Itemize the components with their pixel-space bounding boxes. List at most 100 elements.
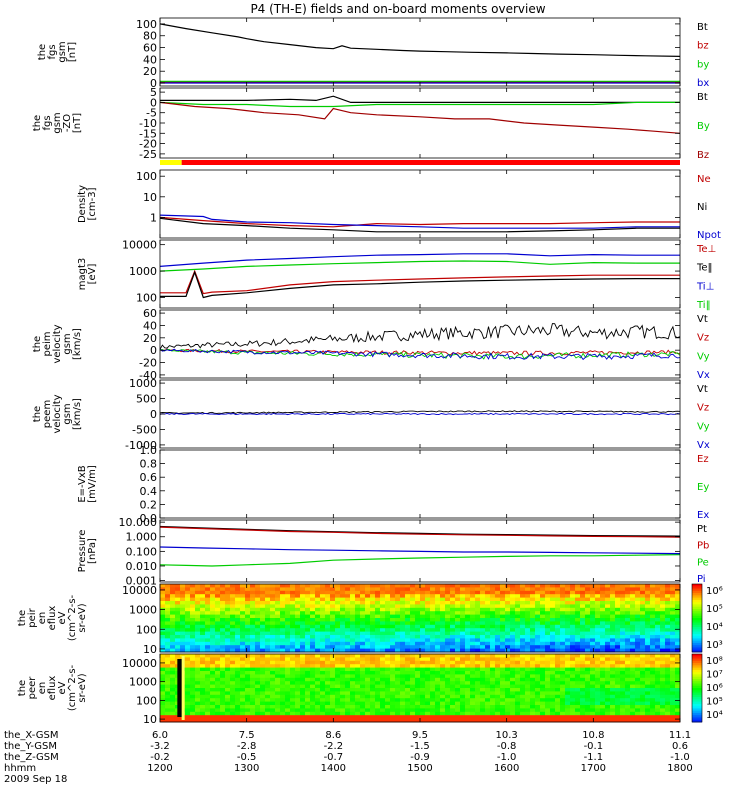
spectrogram-cell <box>485 667 491 672</box>
spectrogram-cell <box>505 624 511 629</box>
spectrogram-cell <box>545 604 551 609</box>
y-tick-label: 20 <box>143 65 157 78</box>
spectrogram-cell <box>635 691 641 696</box>
spectrogram-cell <box>500 638 506 643</box>
spectrogram-cell <box>335 708 341 713</box>
spectrogram-cell <box>185 694 191 699</box>
spectrogram-cell <box>350 604 356 609</box>
spectrogram-cell <box>320 631 326 636</box>
spectrogram-cell <box>210 677 216 682</box>
colorbar-step <box>692 683 702 687</box>
spectrogram-cell <box>260 698 266 702</box>
spectrogram-cell <box>390 635 396 639</box>
spectrogram-cell <box>585 701 591 706</box>
spectrogram-cell <box>660 587 666 592</box>
spectrogram-cell <box>545 718 551 723</box>
spectrogram-cell <box>495 667 501 672</box>
spectrogram-cell <box>200 698 206 702</box>
spectrogram-cell <box>290 607 296 612</box>
spectrogram-cell <box>445 618 451 622</box>
colorbar-label: 10⁵ <box>706 697 723 708</box>
spectrogram-cell <box>380 584 386 588</box>
spectrogram-cell <box>650 691 656 696</box>
spectrogram-cell <box>610 624 616 629</box>
spectrogram-cell <box>515 694 521 699</box>
spectrogram-cell <box>515 604 521 609</box>
spectrogram-cell <box>285 601 291 605</box>
spectrogram-cell <box>485 718 491 723</box>
spectrogram-cell <box>445 648 451 653</box>
spectrogram-cell <box>345 657 351 662</box>
spectrogram-cell <box>455 635 461 639</box>
spectrogram-cell <box>185 705 191 709</box>
spectrogram-cell <box>635 671 641 675</box>
spectrogram-cell <box>565 638 571 643</box>
spectrogram-cell <box>460 631 466 636</box>
spectrogram-cell <box>335 584 341 588</box>
spectrogram-cell <box>220 715 226 719</box>
spectrogram-cell <box>575 701 581 706</box>
spectrogram-cell <box>455 715 461 719</box>
spectrogram-cell <box>160 641 166 646</box>
spectrogram-cell <box>630 645 636 649</box>
spectrogram-cell <box>605 631 611 636</box>
spectrogram-cell <box>670 638 676 643</box>
spectrogram-cell <box>645 708 651 713</box>
spectrogram-cell <box>185 638 191 643</box>
spectrogram-cell <box>530 674 536 679</box>
spectrogram-cell <box>395 590 401 595</box>
spectrogram-cell <box>595 708 601 713</box>
spectrogram-cell <box>600 674 606 679</box>
spectrogram-cell <box>380 684 386 689</box>
spectrogram-cell <box>210 604 216 609</box>
spectrogram-cell <box>460 638 466 643</box>
spectrogram-cell <box>175 614 181 619</box>
spectrogram-cell <box>285 664 291 668</box>
spectrogram-cell <box>345 628 351 632</box>
spectrogram-cell <box>245 638 251 643</box>
spectrogram-cell <box>390 677 396 682</box>
series-Vt <box>159 410 681 414</box>
spectrogram-cell <box>525 590 531 595</box>
spectrogram-cell <box>315 594 321 598</box>
spectrogram-cell <box>290 645 296 649</box>
spectrogram-cell <box>560 631 566 636</box>
spectrogram-cell <box>195 638 201 643</box>
spectrogram-cell <box>545 691 551 696</box>
spectrogram-cell <box>390 664 396 668</box>
spectrogram-cell <box>485 698 491 702</box>
spectrogram-cell <box>355 631 361 636</box>
y-tick-label: 1.0 <box>140 444 158 457</box>
y-tick-label: 1 <box>150 211 157 224</box>
spectrogram-cell <box>670 677 676 682</box>
spectrogram-cell <box>510 631 516 636</box>
colorbar-step <box>692 642 702 646</box>
spectrogram-cell <box>170 648 176 653</box>
spectrogram-cell <box>405 711 411 716</box>
spectrogram-cell <box>225 594 231 598</box>
spectrogram-cell <box>580 711 586 716</box>
spectrogram-cell <box>295 677 301 682</box>
spectrogram-cell <box>200 621 206 626</box>
spectrogram-cell <box>270 654 276 658</box>
spectrogram-cell <box>260 607 266 612</box>
spectrogram-cell <box>660 691 666 696</box>
series-Te‖ <box>160 270 680 299</box>
spectrogram-cell <box>370 708 376 713</box>
spectrogram-cell <box>475 671 481 675</box>
spectrogram-cell <box>450 694 456 699</box>
spectrogram-cell <box>525 635 531 639</box>
spectrogram-cell <box>535 611 541 615</box>
spectrogram-cell <box>400 711 406 716</box>
spectrogram-cell <box>255 638 261 643</box>
spectrogram-cell <box>490 681 496 685</box>
spectrogram-cell <box>290 718 296 723</box>
spectrogram-cell <box>325 587 331 592</box>
spectrogram-cell <box>670 667 676 672</box>
spectrogram-cell <box>670 614 676 619</box>
spectrogram-cell <box>335 660 341 665</box>
spectrogram-cell <box>625 708 631 713</box>
spectrogram-cell <box>575 604 581 609</box>
spectrogram-cell <box>300 628 306 632</box>
